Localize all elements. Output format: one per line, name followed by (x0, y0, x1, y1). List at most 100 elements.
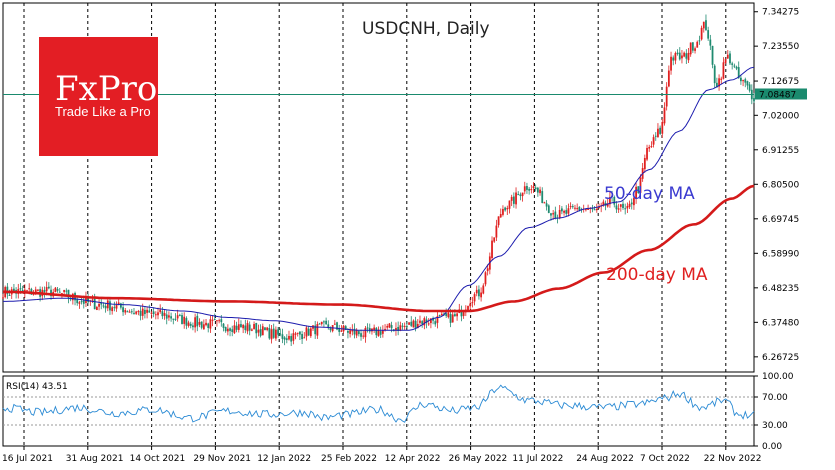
candle-body (536, 187, 539, 193)
candle-body (357, 331, 360, 335)
y-tick-label: 6.69745 (762, 215, 799, 225)
candle-body (552, 213, 555, 215)
candle-body (100, 302, 103, 305)
x-tick-label: 12 Apr 2022 (385, 454, 441, 464)
candle-body (360, 333, 362, 337)
candle-body (471, 302, 474, 304)
candle-body (261, 326, 264, 336)
candle-body (462, 312, 465, 316)
candle-body (528, 188, 531, 191)
candle-body (294, 333, 297, 335)
candle-body (375, 327, 378, 336)
candle-body (711, 45, 714, 65)
candle-body (685, 53, 688, 59)
candle-body (729, 53, 731, 64)
candle-body (235, 325, 238, 330)
candle-body (753, 98, 755, 102)
candle-body (178, 314, 181, 316)
candle-body (218, 320, 221, 322)
candle-body (344, 326, 347, 330)
candle-body (571, 206, 574, 208)
candle-body (240, 324, 242, 328)
candle-body (13, 288, 15, 292)
rsi-panel (2, 384, 755, 426)
current-price-tag (755, 88, 807, 100)
candle-body (98, 303, 100, 307)
candle-body (148, 310, 151, 313)
candle-body (648, 146, 651, 149)
candle-body (515, 192, 517, 205)
ma200-line (3, 184, 755, 313)
candle-body (292, 333, 295, 341)
candle-body (135, 311, 138, 314)
candle-body (484, 272, 487, 285)
candle-body (399, 325, 402, 331)
candle-body (76, 299, 79, 304)
candle-body (429, 318, 432, 324)
candle-body (384, 328, 386, 330)
candle-body (47, 286, 50, 289)
candle-body (154, 314, 157, 316)
x-tick-label: 16 Jul 2021 (2, 454, 53, 464)
candle-body (274, 329, 277, 339)
candle-body (362, 335, 365, 337)
candle-body (521, 192, 524, 197)
candle-body (211, 319, 214, 321)
date-axis: 16 Jul 2021 31 Aug 2021 14 Oct 2021 29 Nov … (2, 446, 761, 464)
candle-body (737, 67, 740, 79)
candle-body (196, 315, 199, 327)
candle-body (19, 288, 22, 290)
candle-body (722, 62, 725, 79)
candle-body (368, 328, 371, 332)
candle-body (574, 207, 576, 209)
rsi-label: RSI(14) 43.51 (6, 382, 68, 392)
candle-body (733, 65, 736, 67)
rsi-axis: 100.00 70.00 30.00 0.00 (754, 372, 794, 452)
candle-body (493, 237, 496, 242)
candle-body (213, 318, 216, 320)
candle-body (181, 315, 183, 325)
candle-body (198, 322, 201, 325)
y-tick-label: 6.80500 (762, 180, 799, 190)
candle-body (220, 319, 223, 323)
candle-body (569, 206, 572, 208)
candle-body (652, 137, 655, 145)
candle-body (63, 290, 66, 292)
candle-body (301, 334, 303, 340)
candle-body (165, 314, 168, 319)
candle-body (519, 194, 522, 197)
candle-body (253, 324, 255, 329)
candle-body (495, 225, 498, 238)
candle-body (499, 214, 502, 218)
candle-body (320, 321, 323, 325)
candle-body (314, 325, 317, 335)
candle-body (539, 189, 541, 194)
candle-body (543, 202, 546, 204)
candle-body (104, 305, 107, 309)
candle-body (689, 42, 692, 55)
candle-body (657, 128, 659, 138)
candle-body (377, 329, 380, 337)
candle-body (617, 208, 620, 210)
candle-body (141, 308, 144, 316)
candle-body (37, 289, 39, 291)
rsi-y-tick-label: 70.00 (762, 393, 788, 403)
candle-body (687, 52, 690, 61)
candle-body (69, 298, 72, 300)
candle-body (451, 314, 454, 323)
x-tick-label: 25 Feb 2022 (321, 454, 377, 464)
candle-body (628, 203, 631, 207)
candle-body (611, 195, 613, 197)
candle-body (650, 145, 653, 147)
candle-body (115, 304, 118, 309)
logo-wordmark: FxPro (55, 69, 157, 109)
candle-body (124, 310, 127, 313)
candle-body (327, 324, 330, 329)
candle-body (423, 318, 426, 326)
candle-body (205, 322, 207, 326)
candle-body (478, 289, 480, 297)
y-tick-label: 6.91255 (762, 146, 799, 156)
candle-body (456, 313, 458, 317)
candle-body (421, 321, 424, 325)
candle-body (558, 209, 561, 219)
